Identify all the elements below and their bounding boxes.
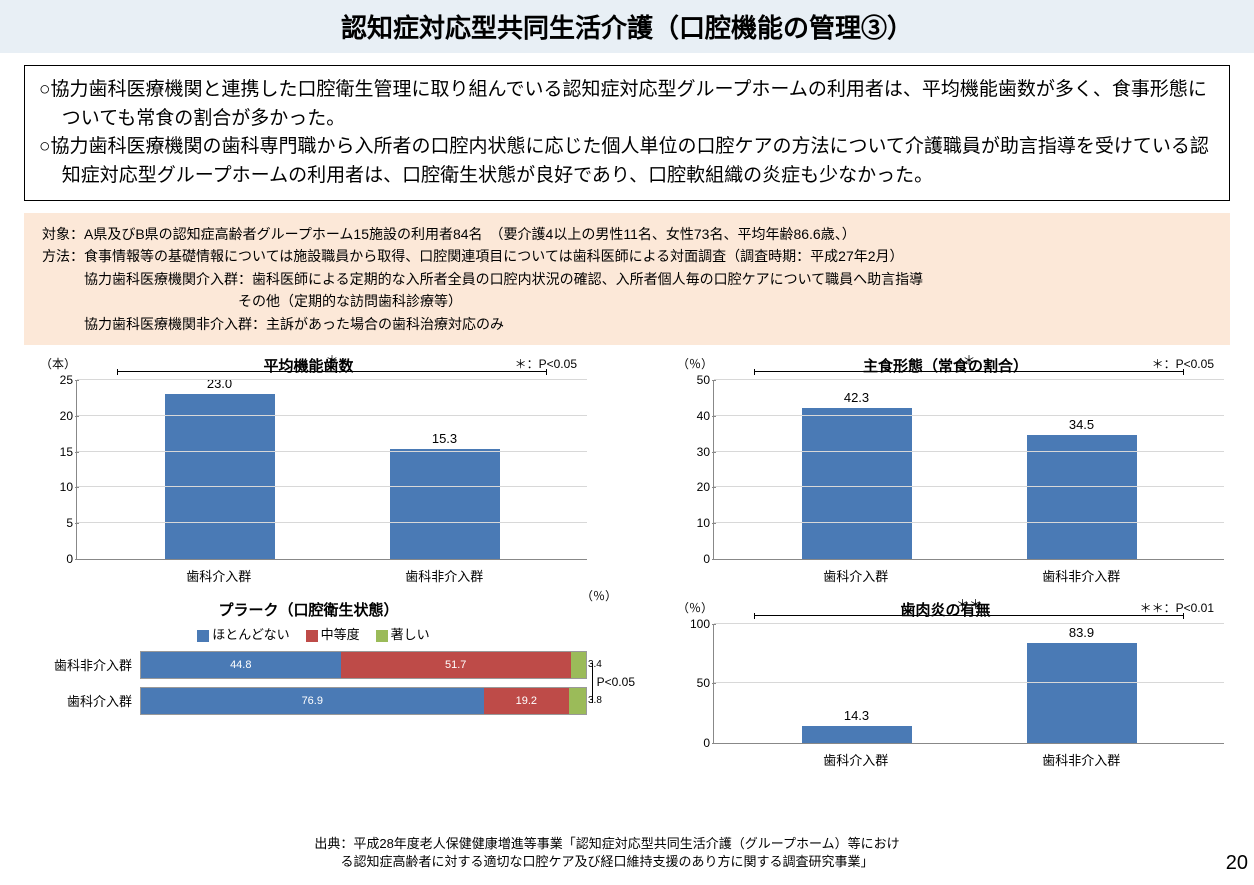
unit: （％） xyxy=(581,587,617,604)
method-nonintervention: 協力歯科医療機関非介入群：主訴があった場合の歯科治療対応のみ xyxy=(42,313,1212,335)
chart-teeth: 平均機能歯数 （本） ＊：P<0.05 0510152025 23.015.3＊… xyxy=(30,355,587,585)
bar-value: 15.3 xyxy=(390,431,500,446)
bar-segment: 19.2 xyxy=(484,688,570,714)
legend-item: ほとんどない xyxy=(197,624,289,643)
chart-title: プラーク（口腔衛生状態） xyxy=(30,599,587,620)
bar-segment: 44.8 xyxy=(141,652,341,678)
significance-bracket: ＊ xyxy=(754,350,1184,375)
x-category: 歯科非介入群 xyxy=(389,566,499,585)
bar-value: 14.3 xyxy=(802,708,912,723)
legend: ほとんどない中等度著しい xyxy=(40,624,587,643)
y-unit: （％） xyxy=(677,599,713,616)
summary-line-2: ○協力歯科医療機関の歯科専門職から入所者の口腔内状態に応じた個人単位の口腔ケアの… xyxy=(39,133,1215,190)
bar-value: 34.5 xyxy=(1027,417,1137,432)
page-number: 20 xyxy=(1226,852,1248,875)
method-box: 対象：A県及びB県の認知症高齢者グループホーム15施設の利用者84名 （要介護4… xyxy=(24,213,1230,345)
row-category: 歯科介入群 xyxy=(40,691,140,710)
method-method: 方法：食事情報等の基礎情報については施設職員から取得、口腔関連項目については歯科… xyxy=(42,245,1212,267)
method-intervention: 協力歯科医療機関介入群：歯科医師による定期的な入所者全員の口腔内状況の確認、入所… xyxy=(42,268,1212,290)
method-target: 対象：A県及びB県の認知症高齢者グループホーム15施設の利用者84名 （要介護4… xyxy=(42,223,1212,245)
bar-segment: 51.7 xyxy=(341,652,571,678)
summary-line-1: ○協力歯科医療機関と連携した口腔衛生管理に取り組んでいる認知症対応型グループホー… xyxy=(39,76,1215,133)
source-citation: 出典：平成28年度老人保健健康増進等事業「認知症対応型共同生活介護（グループホー… xyxy=(0,835,1214,871)
summary-box: ○協力歯科医療機関と連携した口腔衛生管理に取り組んでいる認知症対応型グループホー… xyxy=(24,65,1230,201)
bar-segment: 76.9 xyxy=(141,688,484,714)
chart-plaque: プラーク（口腔衛生状態） ほとんどない中等度著しい （％） 歯科非介入群44.8… xyxy=(30,599,587,769)
row-category: 歯科非介入群 xyxy=(40,655,140,674)
bar-segment: 3.4 xyxy=(571,652,586,678)
y-unit: （本） xyxy=(40,355,76,372)
x-category: 歯科介入群 xyxy=(801,750,911,769)
significance-bracket: ＊ xyxy=(117,350,547,375)
page-title: 認知症対応型共同生活介護（口腔機能の管理③） xyxy=(0,0,1254,53)
stacked-bar-row: 歯科介入群76.919.23.8 xyxy=(40,687,587,715)
bar-value: 83.9 xyxy=(1027,625,1137,640)
x-category: 歯科介入群 xyxy=(164,566,274,585)
x-category: 歯科非介入群 xyxy=(1026,750,1136,769)
significance-bracket: ＊＊ xyxy=(754,594,1184,619)
stacked-bar-row: 歯科非介入群44.851.73.4 xyxy=(40,651,587,679)
bar-segment: 3.8 xyxy=(569,688,586,714)
legend-item: 著しい xyxy=(376,624,430,643)
sig-note: P<0.05 xyxy=(597,675,635,689)
chart-staple: 主食形態（常食の割合） （％） ＊：P<0.05 01020304050 42.… xyxy=(667,355,1224,585)
y-unit: （％） xyxy=(677,355,713,372)
method-other: その他（定期的な訪問歯科診療等） xyxy=(42,290,1212,312)
bar-value: 42.3 xyxy=(802,390,912,405)
chart-gingivitis: 歯肉炎の有無 （％） ＊＊：P<0.01 050100 14.383.9＊＊ 歯… xyxy=(667,599,1224,769)
x-category: 歯科非介入群 xyxy=(1026,566,1136,585)
legend-item: 中等度 xyxy=(306,624,360,643)
x-category: 歯科介入群 xyxy=(801,566,911,585)
